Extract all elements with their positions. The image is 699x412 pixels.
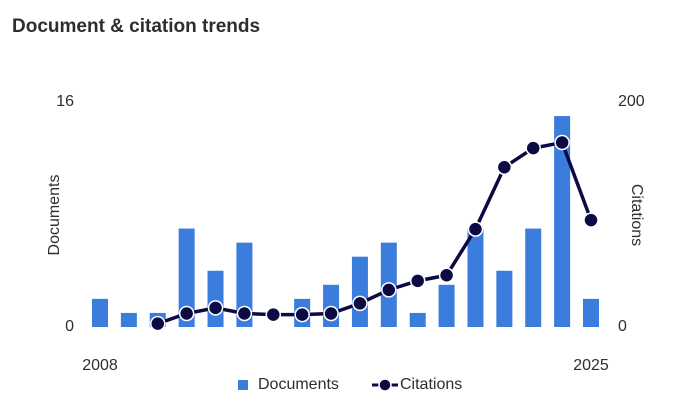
y-tick-label: 0 bbox=[65, 318, 74, 335]
x-tick-label: 2025 bbox=[573, 357, 609, 374]
bar bbox=[554, 116, 571, 327]
line-point bbox=[178, 305, 195, 322]
line-point bbox=[236, 305, 253, 322]
line-point bbox=[352, 295, 368, 312]
line-point bbox=[409, 273, 426, 289]
y-axis-label: Documents bbox=[46, 175, 63, 256]
x-tick-label: 2008 bbox=[82, 357, 118, 374]
y2-axis-label: Citations bbox=[628, 184, 645, 246]
line-point bbox=[265, 306, 282, 323]
bar bbox=[92, 298, 108, 327]
chart-title: Document & citation trends bbox=[12, 16, 260, 37]
bar bbox=[351, 256, 368, 327]
legend-swatch bbox=[238, 380, 248, 390]
line-point bbox=[207, 300, 224, 316]
legend-label: Documents bbox=[258, 376, 339, 393]
line-point bbox=[554, 134, 570, 151]
line bbox=[157, 140, 593, 326]
line-point bbox=[496, 159, 513, 175]
bar bbox=[467, 228, 484, 327]
y2-tick-label: 200 bbox=[618, 93, 645, 110]
line-point bbox=[323, 305, 339, 322]
bar bbox=[207, 270, 224, 327]
line-point bbox=[583, 212, 599, 228]
line-point bbox=[525, 140, 541, 156]
line-point bbox=[294, 306, 310, 323]
bar bbox=[178, 228, 195, 327]
line-point bbox=[150, 315, 166, 332]
line-point bbox=[467, 221, 484, 237]
legend-swatch bbox=[378, 378, 392, 392]
bar bbox=[120, 312, 137, 327]
bar bbox=[583, 298, 599, 327]
line-point bbox=[438, 267, 455, 283]
y2-tick-label: 0 bbox=[618, 318, 627, 335]
bar bbox=[236, 242, 253, 327]
bar bbox=[438, 284, 455, 327]
bar bbox=[496, 270, 513, 327]
line-point bbox=[381, 282, 397, 298]
legend-label: Citations bbox=[400, 376, 462, 393]
y-tick-label: 16 bbox=[56, 93, 74, 110]
bar bbox=[525, 228, 542, 327]
bar bbox=[409, 312, 426, 327]
